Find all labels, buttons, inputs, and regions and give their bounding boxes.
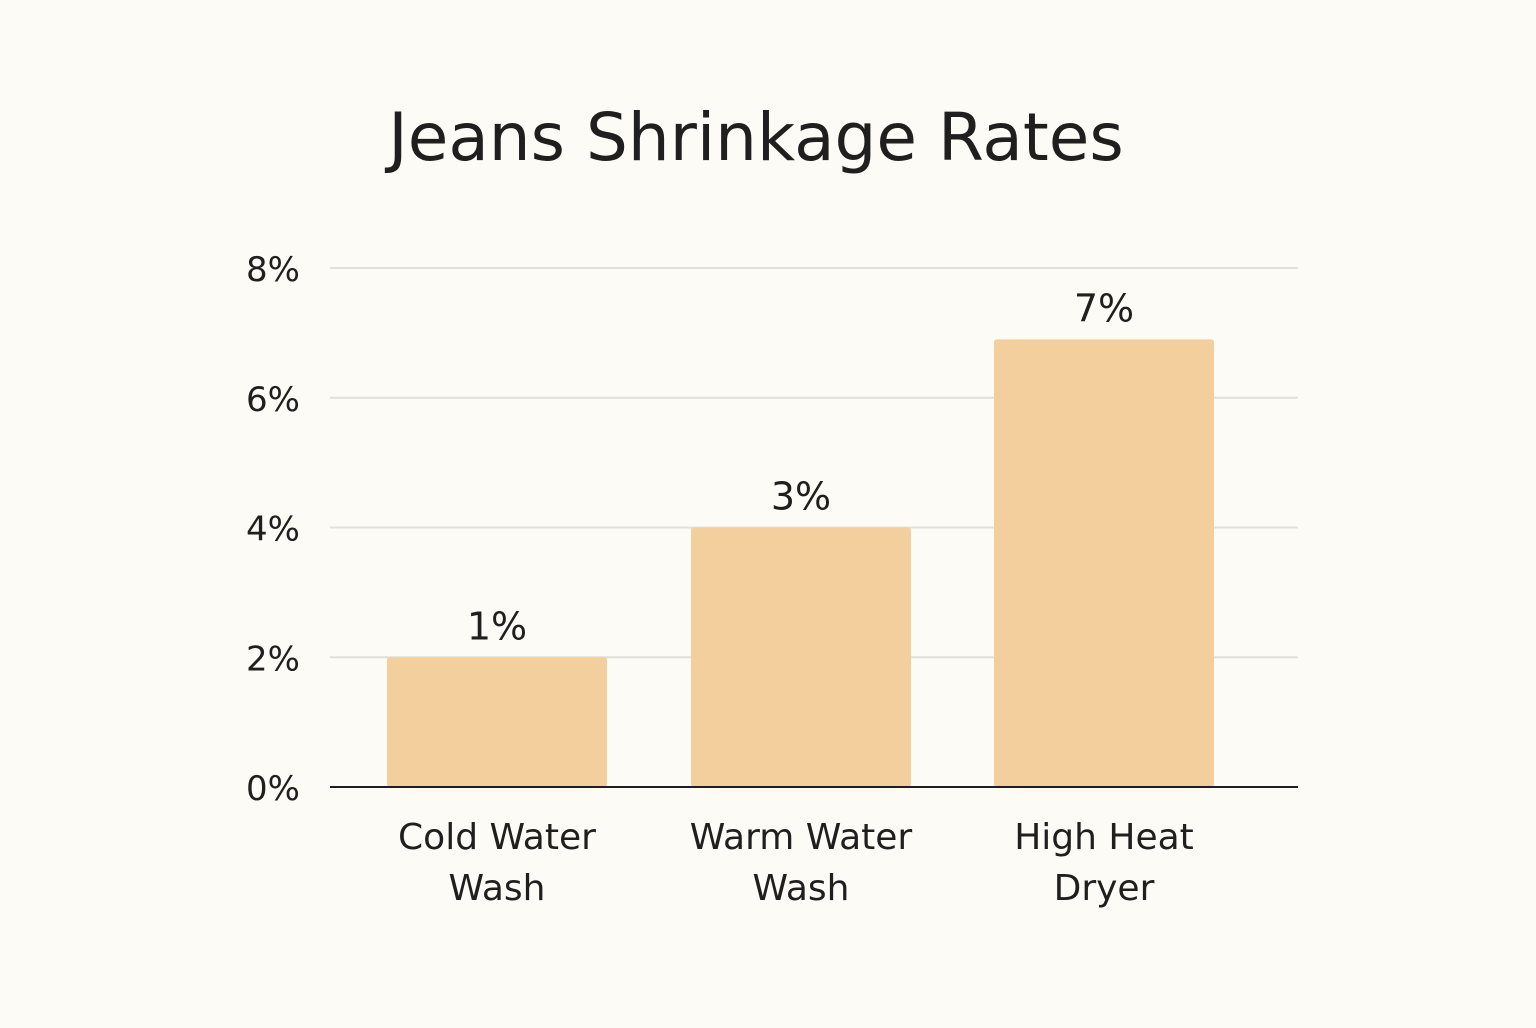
bars [387, 339, 1214, 787]
data-label: 7% [1074, 286, 1134, 330]
y-tick-label: 2% [246, 639, 300, 679]
y-tick-label: 6% [246, 380, 300, 420]
chart-title: Jeans Shrinkage Rates [384, 99, 1123, 176]
x-tick-label: Warm Water Wash [690, 817, 913, 909]
y-tick-label: 4% [246, 510, 300, 550]
data-labels: 1% 3% 7% [467, 286, 1134, 648]
bar [691, 527, 911, 787]
data-label: 1% [467, 604, 527, 648]
bar [387, 657, 607, 787]
y-axis-ticks: 0% 2% 4% 6% 8% [246, 250, 300, 809]
bar [994, 339, 1214, 787]
y-tick-label: 8% [246, 250, 300, 290]
y-tick-label: 0% [246, 769, 300, 809]
x-tick-label: High Heat Dryer [1014, 817, 1194, 909]
x-tick-label: Cold Water Wash [398, 817, 596, 909]
x-axis-ticks: Cold Water Wash Warm Water Wash High Heat Dry… [398, 817, 1194, 909]
data-label: 3% [771, 475, 831, 519]
